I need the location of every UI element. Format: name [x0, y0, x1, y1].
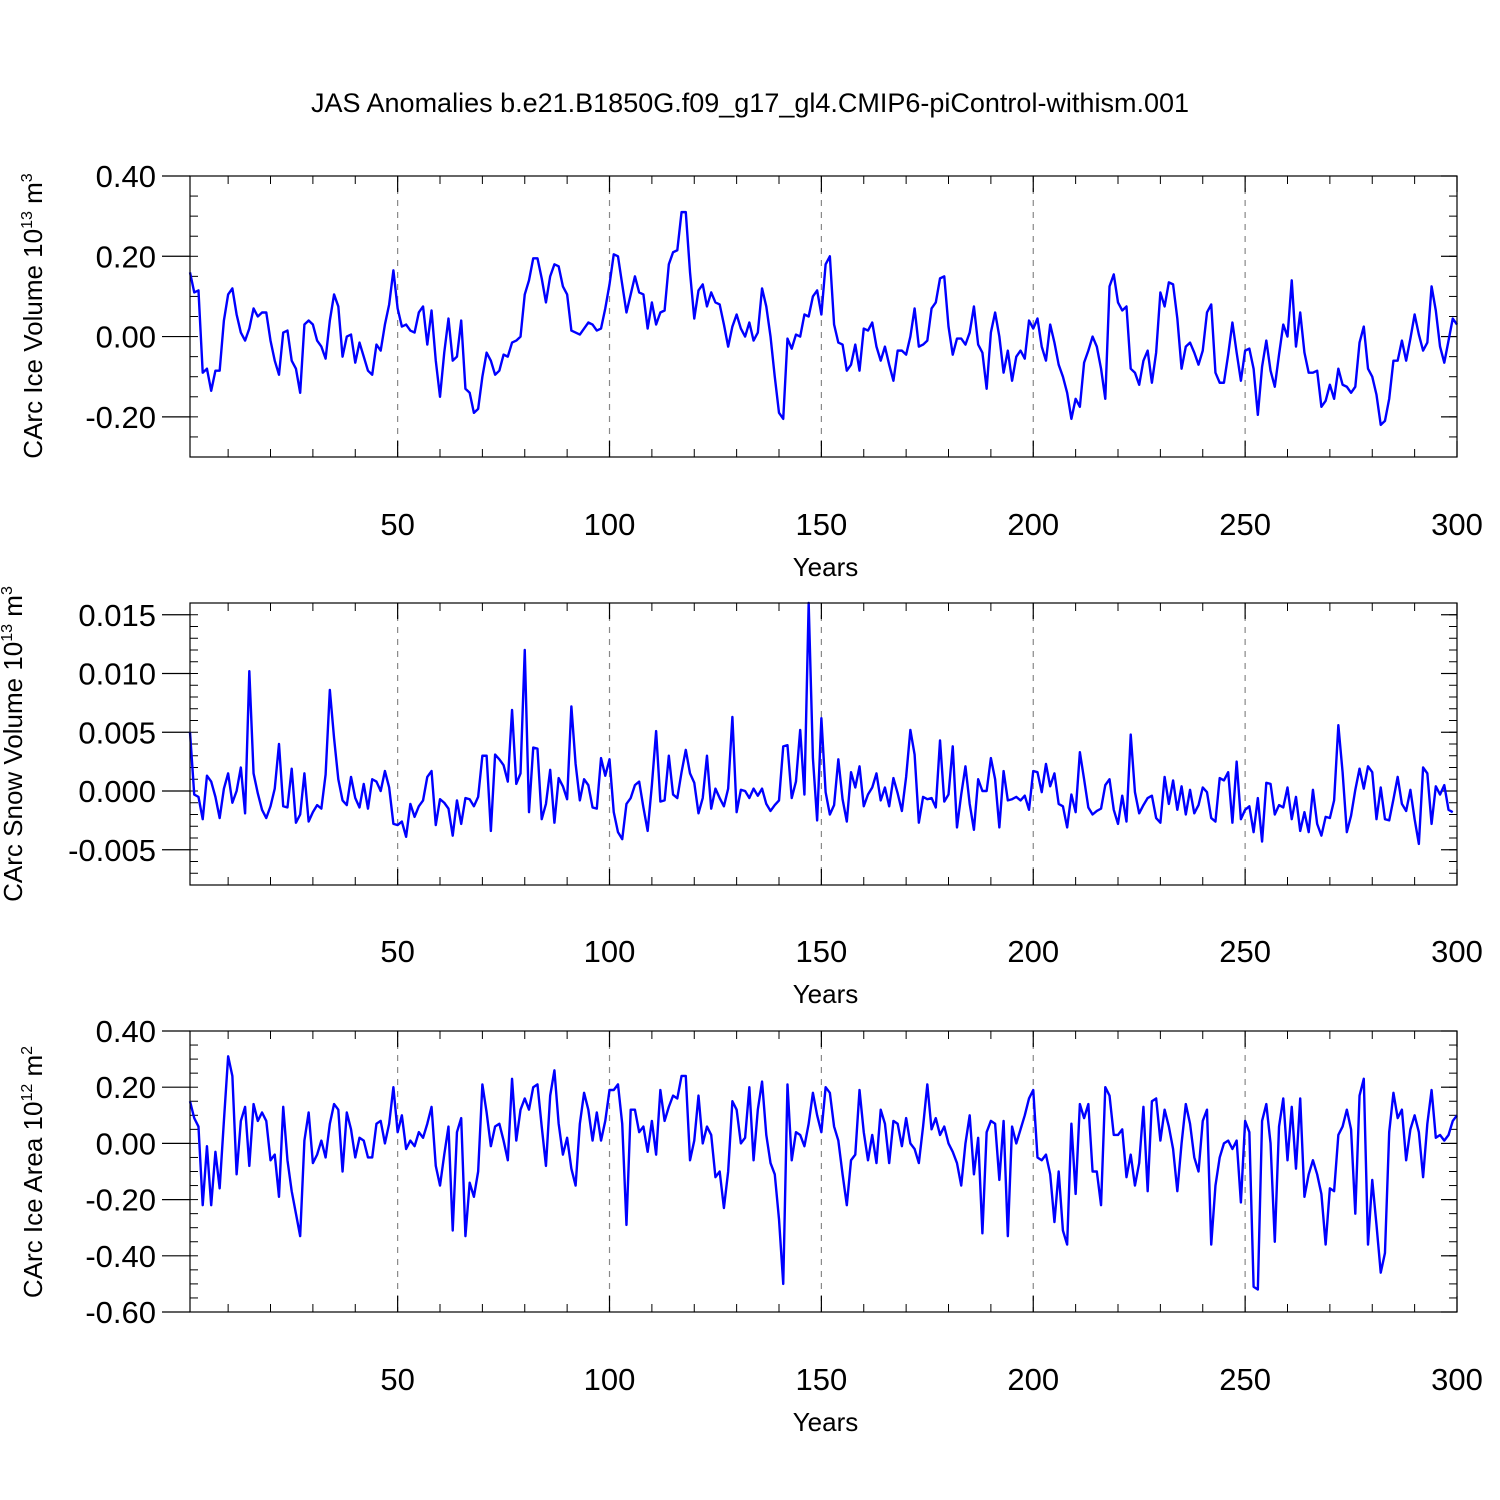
x-tick-label: 250 — [1219, 934, 1271, 969]
x-tick-label: 200 — [1007, 1362, 1059, 1397]
ylabel-unit: m — [0, 595, 28, 624]
panel-ice-area-xtick-labels: 50 100 150 200 250 300 — [380, 1362, 1482, 1397]
y-tick-label: 0.20 — [96, 239, 156, 274]
ylabel-unit: m — [18, 1055, 48, 1084]
y-tick-label: -0.60 — [85, 1295, 156, 1330]
x-tick-label: 300 — [1431, 934, 1483, 969]
y-tick-label: 0.20 — [96, 1070, 156, 1105]
ice-volume-series-line — [188, 210, 1458, 427]
panel-ice-area-minor-ticks — [190, 1030, 1457, 1313]
y-tick-label: 0.00 — [96, 1126, 156, 1161]
panel-ice-area-ylabel: CArc Ice Area 1012 m2 — [18, 1046, 48, 1298]
panel-ice-area-ytick-labels: 0.40 0.20 0.00 -0.20 -0.40 -0.60 — [85, 1014, 156, 1330]
y-tick-label: -0.20 — [85, 1183, 156, 1218]
ylabel-unit-exponent: 3 — [0, 586, 16, 595]
panel-snow-volume-xlabel: Years — [793, 979, 859, 1009]
panel-snow-volume-ylabel: CArc Snow Volume 1013 m3 — [0, 586, 28, 902]
x-tick-label: 300 — [1431, 507, 1483, 542]
ylabel-unit: m — [18, 182, 48, 211]
panel-snow-volume-minor-ticks — [190, 602, 1457, 886]
ylabel-exponent: 13 — [19, 211, 36, 229]
y-tick-label: 0.00 — [96, 320, 156, 355]
panel-ice-area: 0.40 0.20 0.00 -0.20 -0.40 -0.60 50 100 150 200 2… — [18, 1014, 1483, 1437]
y-tick-label: -0.40 — [85, 1239, 156, 1274]
x-tick-label: 100 — [584, 507, 636, 542]
ylabel-unit-exponent: 3 — [19, 173, 36, 182]
x-tick-label: 50 — [380, 934, 414, 969]
y-tick-label: 0.40 — [96, 159, 156, 194]
panel-snow-volume: 0.015 0.010 0.005 0.000 -0.005 50 100 150 200 25… — [0, 586, 1483, 1009]
snow-volume-series-line — [188, 601, 1454, 846]
panel-snow-volume-frame — [189, 602, 1458, 886]
panel-ice-volume-ylabel: CArc Ice Volume 1013 m3 — [18, 173, 48, 458]
ylabel-exponent: 13 — [0, 624, 16, 642]
y-tick-label: 0.015 — [78, 598, 156, 633]
x-tick-label: 200 — [1007, 507, 1059, 542]
x-tick-label: 50 — [380, 1362, 414, 1397]
y-tick-label: 0.005 — [78, 715, 156, 750]
y-tick-label: 0.000 — [78, 774, 156, 809]
ylabel-main: CArc Snow Volume 10 — [0, 642, 28, 902]
x-tick-label: 200 — [1007, 934, 1059, 969]
x-tick-label: 150 — [796, 934, 848, 969]
ylabel-exponent: 12 — [19, 1084, 36, 1102]
y-tick-label: 0.40 — [96, 1014, 156, 1049]
x-tick-label: 250 — [1219, 1362, 1271, 1397]
panel-ice-volume: 0.40 0.20 0.00 -0.20 50 100 150 200 250 300 Year… — [18, 159, 1483, 582]
x-tick-label: 150 — [796, 1362, 848, 1397]
x-tick-label: 100 — [584, 934, 636, 969]
panel-snow-volume-ytick-labels: 0.015 0.010 0.005 0.000 -0.005 — [68, 598, 156, 868]
ice-area-series-line — [188, 1055, 1458, 1291]
ylabel-main: CArc Ice Area 10 — [18, 1102, 48, 1299]
panel-ice-volume-ytick-labels: 0.40 0.20 0.00 -0.20 — [85, 159, 156, 435]
ylabel-main: CArc Ice Volume 10 — [18, 229, 48, 459]
panel-ice-volume-frame — [189, 175, 1458, 458]
y-tick-label: -0.20 — [85, 400, 156, 435]
panel-ice-area-major-ticks — [162, 1030, 1458, 1313]
x-tick-label: 100 — [584, 1362, 636, 1397]
panel-snow-volume-xtick-labels: 50 100 150 200 250 300 — [380, 934, 1482, 969]
panel-snow-volume-major-ticks — [162, 603, 1458, 885]
panel-ice-area-xlabel: Years — [793, 1407, 859, 1437]
x-tick-label: 250 — [1219, 507, 1271, 542]
y-tick-label: -0.005 — [68, 833, 156, 868]
y-tick-label: 0.010 — [78, 657, 156, 692]
panel-ice-volume-grid — [397, 176, 1246, 457]
panel-ice-volume-xlabel: Years — [793, 552, 859, 582]
panel-ice-volume-minor-ticks — [190, 175, 1457, 458]
x-tick-label: 150 — [796, 507, 848, 542]
x-tick-label: 300 — [1431, 1362, 1483, 1397]
panel-ice-area-frame — [189, 1030, 1458, 1313]
panel-ice-volume-xtick-labels: 50 100 150 200 250 300 — [380, 507, 1482, 542]
ylabel-unit-exponent: 2 — [19, 1046, 36, 1055]
figure-title: JAS Anomalies b.e21.B1850G.f09_g17_gl4.C… — [311, 88, 1189, 118]
panel-ice-area-grid — [397, 1031, 1246, 1312]
x-tick-label: 50 — [380, 507, 414, 542]
